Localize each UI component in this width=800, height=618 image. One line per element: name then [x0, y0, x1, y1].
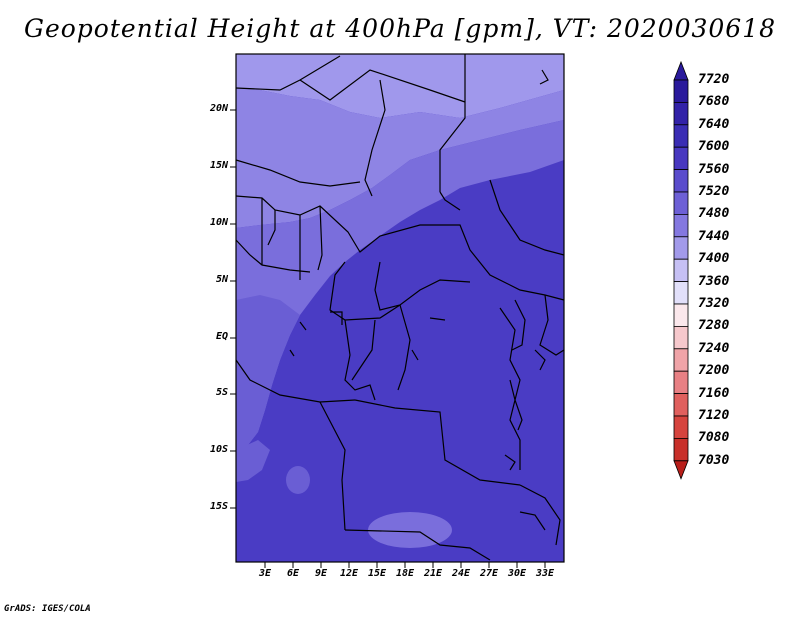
lon-label-12e: 12E [339, 568, 359, 579]
lon-label-30e: 30E [507, 568, 527, 579]
colorbar-level-label: 7400 [698, 251, 730, 267]
colorbar-segment [673, 213, 689, 238]
colorbar-level-label: 7520 [698, 184, 730, 199]
colorbar-segment [673, 191, 689, 215]
colorbar-level-label: 7360 [698, 273, 730, 289]
height-band-7560 [236, 88, 564, 228]
colorbar-segment [673, 370, 689, 395]
lon-label-3e: 3E [258, 568, 272, 579]
height-blob-south [368, 512, 452, 548]
colorbar-level-label: 7320 [698, 296, 730, 311]
colorbar-segment [673, 393, 689, 417]
credit-text: GrADS: IGES/COLA [4, 604, 91, 614]
colorbar-level-label: 7560 [698, 161, 730, 177]
colorbar-segment [673, 437, 689, 462]
lon-label-33e: 33E [535, 568, 555, 579]
height-band-sw-edge [236, 440, 270, 482]
colorbar-segment [673, 102, 689, 126]
height-band-7600 [236, 120, 564, 450]
colorbar-level-label: 7280 [698, 318, 730, 334]
colorbar-level-label: 7080 [698, 430, 730, 446]
colorbar-level-label: 7240 [698, 340, 730, 356]
colorbar-segment [673, 258, 689, 283]
colorbar-segment [673, 124, 689, 148]
colorbar-segment [673, 415, 689, 439]
lat-label-10s: 10S [209, 444, 228, 455]
colorbar-segment [673, 325, 689, 350]
lat-label-5n: 5N [215, 274, 228, 285]
lat-label-15n: 15N [209, 160, 228, 171]
colorbar-segment [673, 79, 689, 103]
lon-label-27e: 27E [479, 568, 499, 579]
colorbar-bottom-arrow [673, 460, 689, 480]
colorbar-level-label: 7640 [698, 116, 730, 132]
country-borders [235, 54, 565, 561]
lat-ticks [230, 109, 236, 509]
lon-label-6e: 6E [286, 568, 300, 579]
height-band-west-light [236, 295, 300, 450]
lon-label-15e: 15E [367, 568, 387, 579]
colorbar-segment [673, 169, 689, 193]
lat-label-15s: 15S [209, 501, 228, 512]
lat-label-10n: 10N [209, 217, 228, 228]
height-blob-sw [286, 466, 310, 494]
colorbar-level-label: 7680 [698, 94, 730, 110]
lon-label-18e: 18E [395, 568, 415, 579]
lat-label-eq: EQ [215, 331, 228, 342]
colorbar-level-label: 7600 [698, 139, 730, 155]
colorbar-level-label: 7200 [698, 363, 730, 379]
lon-ticks [264, 562, 546, 568]
colorbar-segment [673, 303, 689, 327]
lakes [289, 69, 549, 531]
lat-label-20n: 20N [209, 103, 228, 114]
lon-label-24e: 24E [451, 568, 471, 579]
colorbar-segment [673, 146, 689, 170]
colorbar-level-label: 7440 [698, 228, 730, 244]
colorbar-top-arrow [673, 60, 689, 81]
colorbar-level-label: 7160 [698, 385, 730, 401]
colorbar-level-label: 7480 [698, 206, 730, 222]
lon-label-9e: 9E [314, 568, 328, 579]
colorbar-level-label: 7120 [698, 408, 730, 423]
map-frame [235, 53, 565, 563]
lat-label-5s: 5S [215, 387, 228, 398]
title: Geopotential Height at 400hPa [gpm], VT:… [23, 14, 777, 43]
colorbar-level-label: 7030 [698, 452, 730, 468]
colorbar-level-label: 7720 [698, 72, 730, 87]
lon-label-21e: 21E [423, 568, 443, 579]
colorbar [673, 60, 689, 480]
height-band-7520 [236, 54, 564, 118]
colorbar-segment [673, 348, 689, 372]
colorbar-segment [673, 236, 689, 260]
map-panel [236, 54, 564, 562]
colorbar-segment [673, 281, 689, 305]
